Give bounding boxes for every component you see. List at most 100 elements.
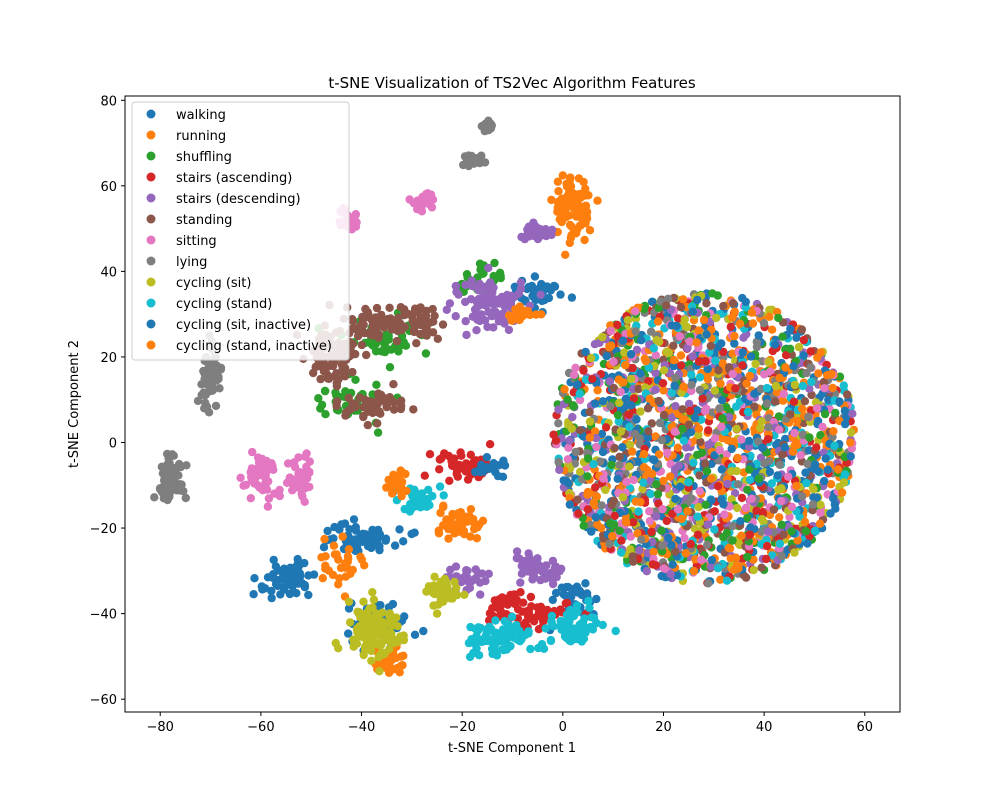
scatter-point [823, 371, 832, 380]
scatter-point [626, 545, 635, 554]
scatter-point [565, 436, 574, 445]
scatter-point [834, 465, 843, 474]
scatter-point [547, 619, 556, 628]
scatter-point [617, 548, 626, 557]
scatter-point [676, 303, 686, 312]
scatter-point [350, 640, 360, 649]
scatter-point [744, 436, 754, 446]
scatter-point [597, 429, 607, 439]
scatter-point [704, 579, 713, 588]
scatter-point [347, 350, 357, 359]
scatter-point [567, 293, 577, 302]
scatter-point [715, 446, 724, 455]
scatter-point [548, 579, 558, 589]
scatter-point [570, 584, 579, 593]
scatter-point [374, 640, 384, 649]
scatter-point [396, 632, 405, 641]
scatter-point [671, 547, 680, 556]
scatter-point [790, 548, 799, 557]
scatter-point [522, 231, 531, 241]
scatter-point [490, 258, 499, 268]
scatter-point [678, 415, 688, 424]
scatter-point [816, 431, 825, 440]
scatter-point [271, 579, 281, 589]
scatter-point [731, 553, 741, 562]
scatter-point [497, 636, 506, 646]
scatter-point [239, 481, 248, 490]
scatter-point [812, 404, 822, 413]
scatter-point [702, 467, 712, 476]
scatter-point [635, 546, 644, 555]
scatter-point [305, 482, 314, 492]
scatter-point [615, 460, 624, 470]
scatter-point [332, 369, 341, 378]
scatter-point [663, 448, 672, 458]
scatter-point [302, 462, 311, 472]
scatter-point [684, 399, 694, 409]
scatter-point [367, 331, 377, 340]
scatter-point [707, 495, 716, 505]
scatter-point [662, 516, 671, 526]
scatter-point [471, 467, 480, 477]
scatter-point [517, 630, 526, 640]
scatter-point [390, 541, 400, 550]
scatter-point [484, 636, 493, 646]
scatter-point [474, 286, 483, 295]
scatter-point [397, 491, 406, 501]
scatter-point [728, 521, 738, 531]
x-tick-label: −20 [448, 720, 475, 735]
scatter-point [555, 566, 564, 576]
scatter-point [177, 480, 186, 489]
scatter-point [375, 530, 385, 539]
scatter-point [609, 520, 619, 529]
scatter-point [754, 474, 763, 483]
scatter-point [726, 322, 735, 331]
scatter-point [567, 222, 577, 232]
scatter-point [294, 453, 303, 462]
scatter-point [637, 336, 646, 345]
scatter-point [320, 534, 329, 544]
scatter-point [598, 332, 607, 342]
scatter-point [541, 610, 550, 619]
scatter-point [319, 543, 329, 552]
scatter-point [613, 320, 622, 330]
scatter-point [499, 646, 508, 655]
scatter-point [730, 339, 739, 348]
scatter-point [718, 359, 727, 368]
scatter-point [680, 533, 689, 543]
scatter-point [451, 281, 460, 291]
scatter-point [587, 527, 596, 536]
y-tick-label: 60 [100, 180, 117, 195]
scatter-point [777, 552, 786, 561]
scatter-point [343, 552, 353, 561]
scatter-point [321, 561, 330, 570]
scatter-point [607, 460, 616, 470]
scatter-point [430, 311, 439, 321]
scatter-point [348, 316, 358, 326]
scatter-point [253, 481, 263, 490]
scatter-point [632, 415, 641, 424]
scatter-point [298, 492, 307, 501]
scatter-point [408, 491, 417, 500]
scatter-point [645, 507, 654, 516]
scatter-point [815, 519, 825, 528]
points-layer [150, 116, 858, 677]
scatter-point [587, 613, 596, 622]
scatter-point [684, 478, 693, 487]
scatter-point [798, 492, 807, 501]
scatter-point [683, 507, 692, 516]
scatter-point [657, 435, 666, 445]
scatter-point [332, 381, 342, 391]
scatter-point [616, 427, 626, 436]
scatter-point [693, 512, 702, 521]
scatter-point [620, 348, 629, 357]
scatter-point [246, 494, 255, 503]
scatter-point [629, 518, 638, 527]
scatter-point [798, 430, 808, 440]
scatter-point [769, 505, 779, 514]
scatter-point [678, 295, 688, 304]
scatter-point [807, 390, 816, 400]
scatter-point [247, 472, 256, 482]
scatter-point [475, 578, 485, 587]
scatter-point [527, 281, 537, 291]
